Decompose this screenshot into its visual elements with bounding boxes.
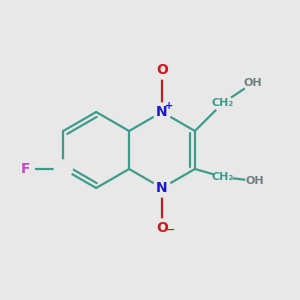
Circle shape — [153, 61, 171, 79]
Text: OH: OH — [246, 176, 264, 186]
Circle shape — [153, 103, 171, 121]
Text: O: O — [156, 63, 168, 77]
Text: N: N — [156, 181, 168, 195]
Text: OH: OH — [244, 78, 262, 88]
Text: +: + — [165, 101, 173, 111]
Text: O: O — [156, 221, 168, 235]
Text: CH₂: CH₂ — [212, 172, 234, 182]
Circle shape — [246, 172, 264, 190]
Circle shape — [214, 168, 232, 186]
Circle shape — [16, 160, 34, 178]
Text: N: N — [156, 105, 168, 119]
Circle shape — [214, 94, 232, 112]
Circle shape — [153, 219, 171, 237]
Text: CH₂: CH₂ — [212, 98, 234, 108]
Circle shape — [153, 179, 171, 197]
Text: −: − — [166, 225, 176, 235]
Text: F: F — [20, 162, 30, 176]
Circle shape — [54, 160, 72, 178]
Circle shape — [244, 74, 262, 92]
